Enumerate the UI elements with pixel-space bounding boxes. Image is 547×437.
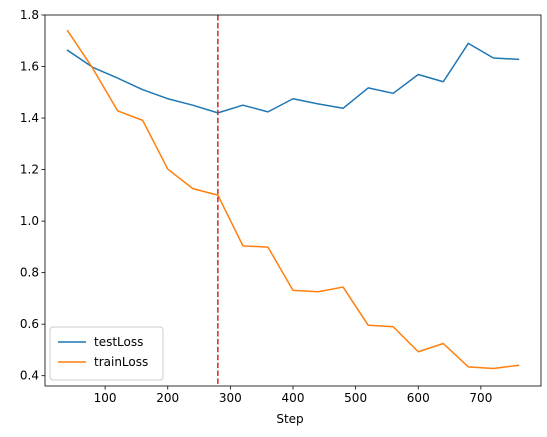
y-tick-label: 1.0 bbox=[20, 214, 39, 228]
legend: testLoss trainLoss bbox=[49, 326, 164, 381]
y-tick-label: 1.8 bbox=[20, 8, 39, 22]
x-axis: 100 200 300 400 500 600 700 bbox=[94, 386, 492, 405]
x-tick-label: 200 bbox=[156, 391, 179, 405]
y-tick-label: 1.2 bbox=[20, 163, 39, 177]
x-tick-label: 100 bbox=[94, 391, 117, 405]
legend-box bbox=[49, 326, 164, 381]
x-tick-label: 600 bbox=[407, 391, 430, 405]
series-line-trainLoss bbox=[66, 29, 520, 370]
y-axis: 0.4 0.6 0.8 1.0 1.2 1.4 1.6 1.8 bbox=[20, 8, 45, 383]
y-tick-label: 1.4 bbox=[20, 111, 39, 125]
series-line-testLoss bbox=[66, 42, 520, 114]
legend-label-trainLoss: trainLoss bbox=[94, 355, 148, 369]
y-tick-label: 1.6 bbox=[20, 60, 39, 74]
y-tick-label: 0.4 bbox=[20, 369, 39, 383]
x-tick-label: 700 bbox=[469, 391, 492, 405]
x-axis-label: Step bbox=[276, 412, 303, 426]
legend-label-testLoss: testLoss bbox=[94, 335, 143, 349]
x-tick-label: 400 bbox=[282, 391, 305, 405]
y-tick-label: 0.8 bbox=[20, 266, 39, 280]
y-tick-label: 0.6 bbox=[20, 317, 39, 331]
x-tick-label: 500 bbox=[344, 391, 367, 405]
plot-area bbox=[44, 14, 542, 387]
x-tick-label: 300 bbox=[219, 391, 242, 405]
